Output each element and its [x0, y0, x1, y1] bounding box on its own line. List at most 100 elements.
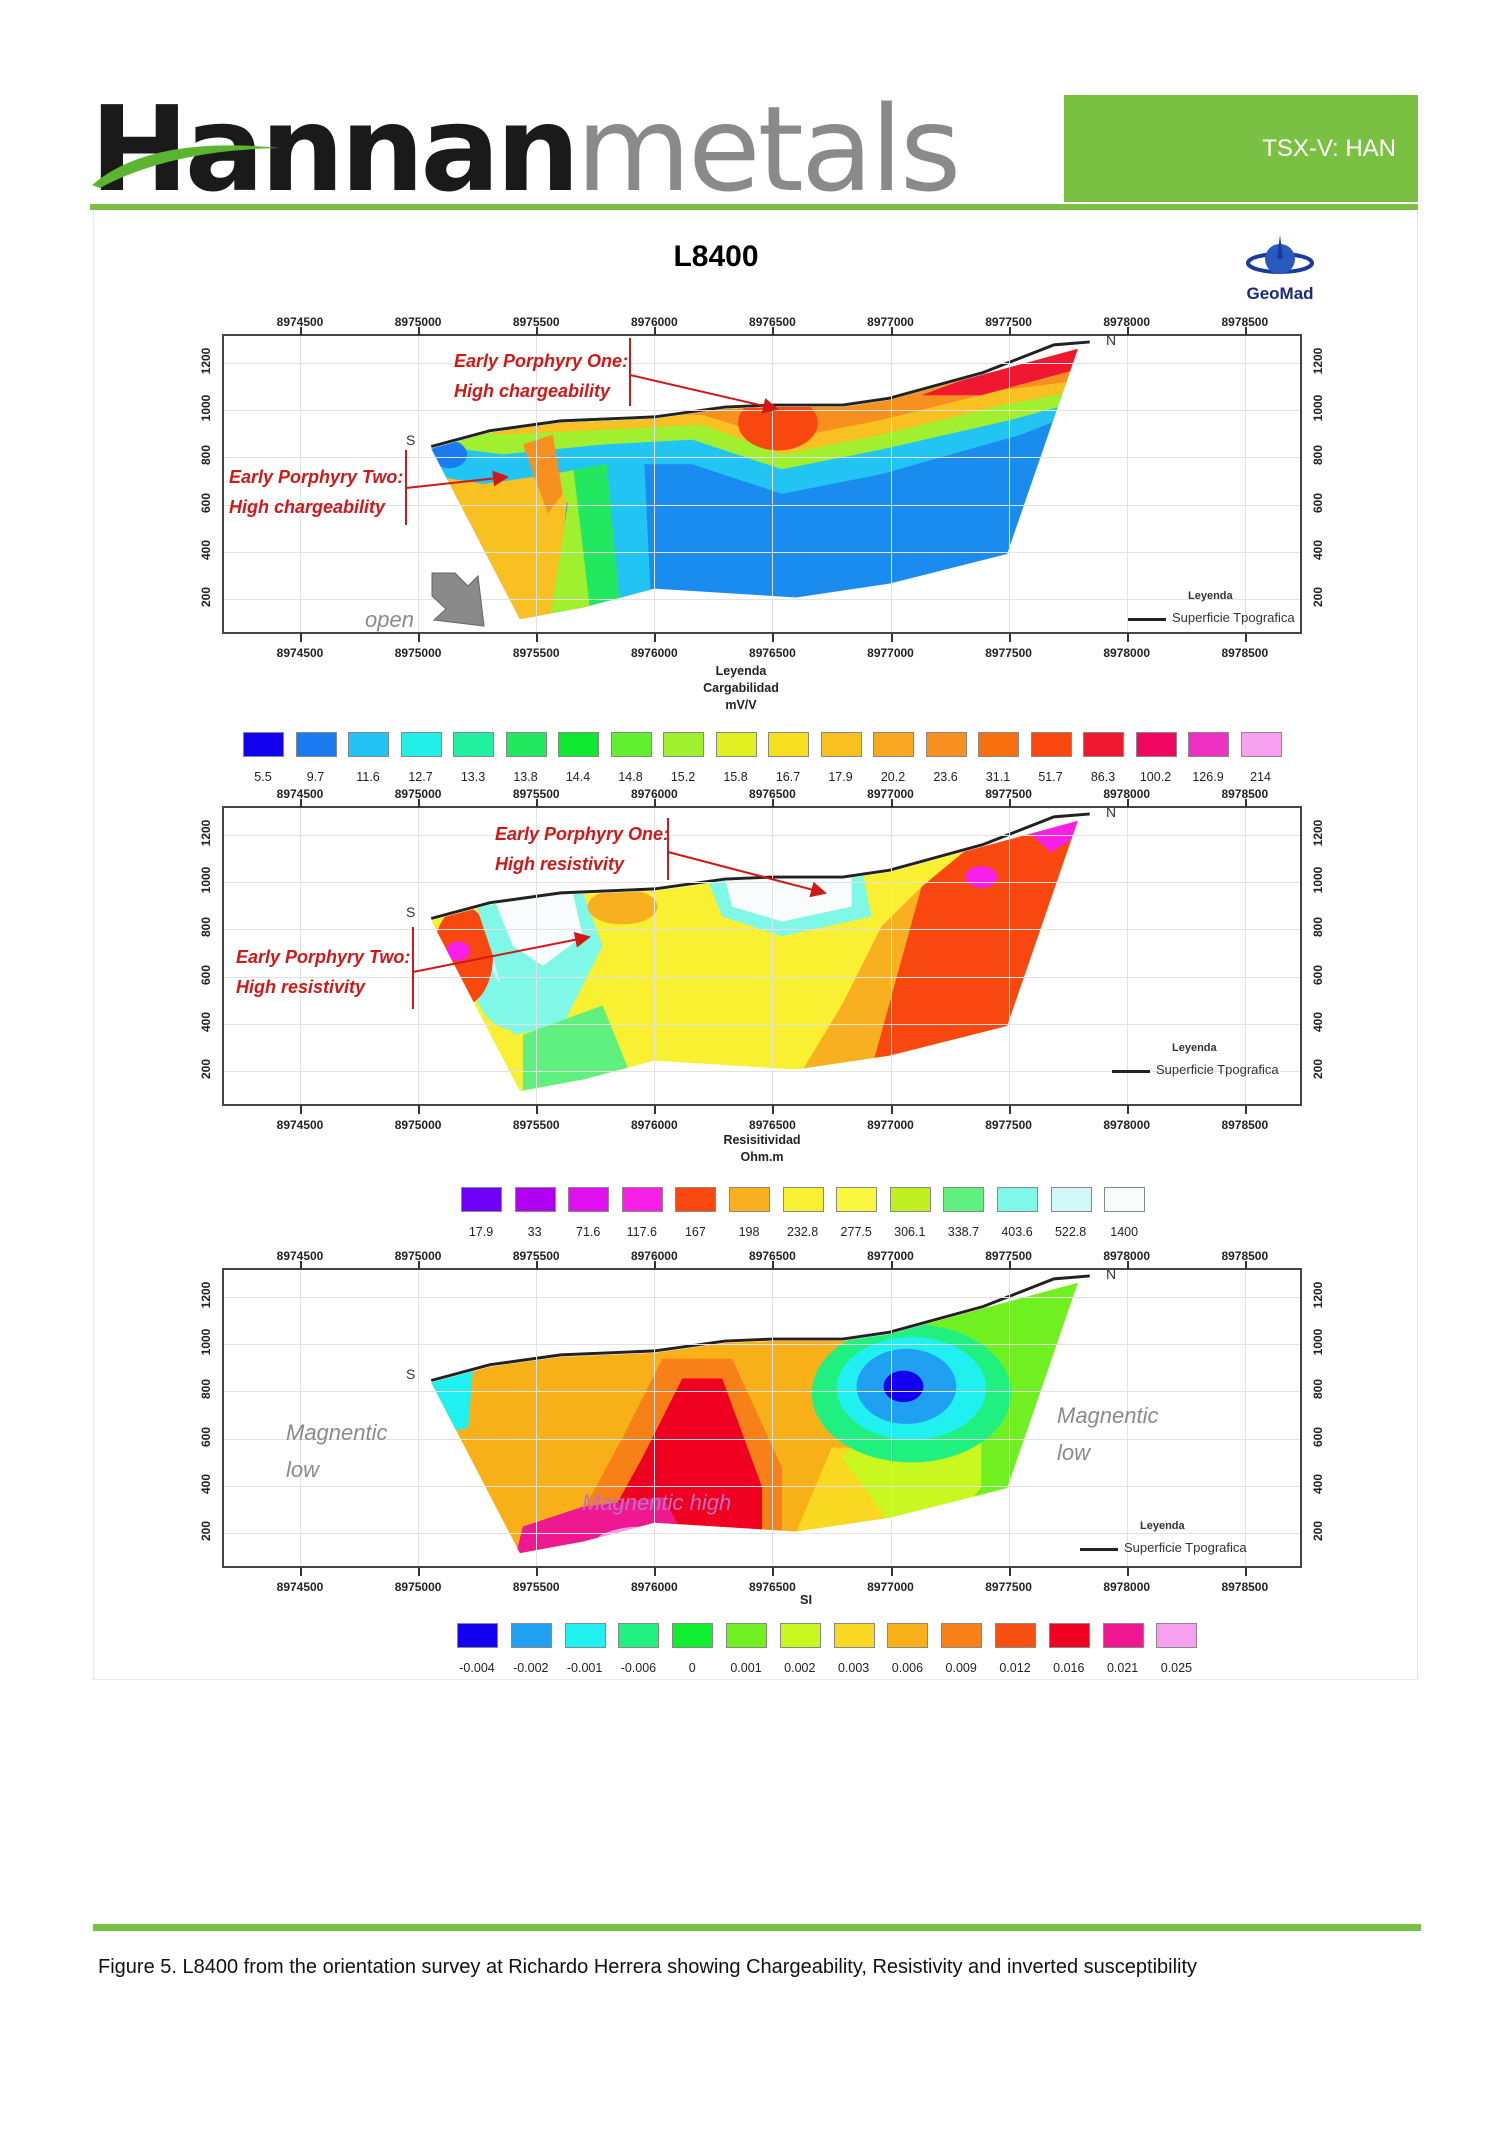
x-tick-label-top: 8978000: [1103, 787, 1151, 801]
chargeability-legend-swatch: [978, 732, 1019, 757]
y-tick-label-right: 800: [1311, 917, 1325, 938]
x-tick-mark: [300, 1568, 302, 1576]
y-tick-label-left: 600: [199, 964, 213, 985]
y-tick-label-left: 800: [199, 917, 213, 938]
x-tick-label-bottom: 8977500: [985, 1580, 1032, 1594]
y-tick-label-left: 600: [199, 1426, 213, 1447]
chargeability-legend-title: Cargabilidad: [703, 681, 779, 695]
y-tick-label-right: 600: [1311, 492, 1325, 513]
x-tick-mark: [1008, 327, 1011, 335]
x-tick-mark: [890, 1568, 893, 1576]
x-tick-mark: [1008, 799, 1011, 807]
x-tick-label-top: 8974500: [276, 787, 324, 801]
grid-line-vertical: [1126, 1270, 1128, 1566]
x-tick-mark: [890, 799, 893, 807]
magnetic-low-left: Magnentic low: [286, 1420, 388, 1482]
x-tick-mark: [1126, 1568, 1129, 1576]
annotation-ep1-chargeability: Early Porphyry One: High chargeability: [454, 351, 629, 401]
open-label: open: [365, 607, 414, 632]
chargeability-legend-value: 13.3: [460, 770, 486, 784]
x-tick-mark: [1008, 1568, 1011, 1576]
chargeability-legend-swatch: [1135, 732, 1177, 757]
y-tick-label-right: 200: [1311, 1058, 1325, 1080]
topography-line-swatch: [1080, 1548, 1118, 1551]
x-tick-mark: [300, 1106, 302, 1114]
resistivity-legend-swatch: [461, 1187, 502, 1212]
chargeability-legend-value: 15.8: [723, 770, 748, 784]
susceptibility-section: [222, 1268, 1302, 1568]
x-tick-label-bottom: 8977000: [867, 1580, 914, 1594]
grid-line-vertical: [418, 808, 420, 1104]
resistivity-plot: [430, 812, 1090, 1092]
resistivity-legend-swatch: [997, 1187, 1038, 1212]
south-label: S: [406, 432, 416, 448]
x-tick-mark: [536, 634, 539, 642]
resistivity-legend-swatch: [943, 1187, 985, 1212]
footer-rule: [93, 1924, 1421, 1931]
x-tick-label-bottom: 8975500: [512, 1118, 560, 1132]
x-tick-label-top: 8977000: [867, 787, 914, 801]
resistivity-legend-swatch: [675, 1187, 717, 1212]
north-label: N: [1106, 332, 1117, 348]
chargeability-legend-value: 5.5: [254, 770, 272, 784]
grid-line-horizontal: [224, 457, 1300, 459]
x-tick-label-top: 8977000: [867, 315, 914, 329]
y-tick-label-left: 400: [199, 1473, 213, 1494]
resistivity-legend-swatch: [1104, 1187, 1146, 1212]
chargeability-legend-value: 14.8: [618, 770, 643, 784]
magnetic-high-label: Magnentic high: [582, 1490, 732, 1515]
grid-line-horizontal: [224, 1297, 1300, 1298]
x-tick-mark: [536, 327, 539, 335]
chargeability-legend-value: 20.2: [880, 770, 906, 784]
chargeability-legend-swatch: [610, 732, 652, 757]
x-tick-mark: [1244, 1106, 1247, 1114]
resistivity-legend-value: 117.6: [626, 1225, 657, 1239]
x-tick-mark: [1244, 634, 1247, 642]
x-tick-mark: [418, 1261, 421, 1269]
grid-line-horizontal: [224, 1485, 1300, 1487]
chargeability-legend-value: 14.4: [565, 770, 591, 784]
susceptibility-legend-value: 0.016: [1053, 1661, 1085, 1675]
x-tick-label-bottom: 8977500: [985, 1118, 1032, 1132]
inner-legend-title: Leyenda: [1140, 1520, 1185, 1532]
grid-line-vertical: [418, 336, 420, 632]
susceptibility-legend-swatch: [1156, 1623, 1198, 1648]
x-tick-label-top: 8977500: [985, 1249, 1032, 1263]
x-tick-mark: [654, 1106, 657, 1114]
x-tick-mark: [418, 1106, 421, 1114]
x-tick-mark: [654, 327, 657, 335]
x-tick-mark: [536, 799, 539, 807]
x-tick-label-bottom: 8975500: [512, 1580, 560, 1594]
x-tick-label-bottom: 8976500: [749, 646, 796, 660]
y-tick-label-left: 400: [199, 539, 213, 560]
y-tick-label-left: 800: [199, 445, 213, 466]
grid-line-vertical: [1244, 808, 1246, 1104]
y-tick-label-left: 1200: [199, 1281, 213, 1309]
susceptibility-legend-swatch: [995, 1623, 1036, 1648]
susceptibility-legend-value: 0.006: [891, 1661, 924, 1675]
x-tick-mark: [654, 1568, 657, 1576]
susceptibility-legend-swatch: [833, 1623, 875, 1648]
chargeability-legend-value: 9.7: [306, 770, 325, 784]
south-label: S: [406, 1366, 416, 1382]
grid-line-vertical: [890, 1270, 892, 1566]
susceptibility-legend-value: 0.021: [1106, 1661, 1139, 1675]
x-tick-mark: [1244, 327, 1247, 335]
chargeability-legend-value: 17.9: [828, 770, 853, 784]
grid-line-horizontal: [224, 1533, 1300, 1534]
grid-line-vertical: [1126, 808, 1128, 1104]
x-tick-mark: [1126, 327, 1129, 335]
y-tick-label-left: 1000: [199, 866, 213, 894]
chargeability-legend-value: 13.8: [513, 770, 538, 784]
y-tick-label-right: 600: [1311, 964, 1325, 985]
resistivity-legend-value: 17.9: [468, 1225, 494, 1239]
x-tick-label-top: 8976000: [630, 787, 678, 801]
x-tick-mark: [890, 327, 893, 335]
grid-line-horizontal: [224, 504, 1300, 506]
susceptibility-legend-swatch: [726, 1623, 767, 1648]
chargeability-legend-swatch: [505, 732, 547, 757]
x-tick-mark: [772, 1261, 775, 1269]
annotation-ep1-resistivity: Early Porphyry One: High resistivity: [495, 824, 670, 874]
grid-line-horizontal: [224, 551, 1300, 553]
